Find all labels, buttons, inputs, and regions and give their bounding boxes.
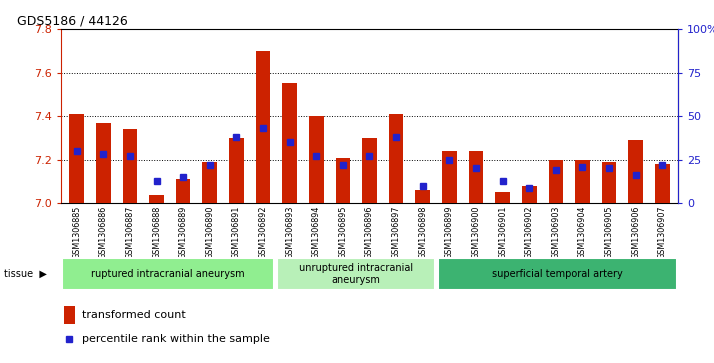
Text: GSM1306893: GSM1306893 — [285, 206, 294, 259]
Text: GSM1306901: GSM1306901 — [498, 206, 507, 259]
Bar — [575, 160, 590, 203]
Text: GSM1306899: GSM1306899 — [445, 206, 454, 259]
Bar — [442, 151, 457, 203]
Text: GSM1306895: GSM1306895 — [338, 206, 348, 259]
Bar — [522, 186, 536, 203]
Text: GSM1306886: GSM1306886 — [99, 206, 108, 259]
Bar — [229, 138, 243, 203]
Text: GSM1306902: GSM1306902 — [525, 206, 534, 259]
Text: GSM1306897: GSM1306897 — [391, 206, 401, 259]
Bar — [309, 116, 323, 203]
Bar — [548, 160, 563, 203]
Bar — [176, 179, 191, 203]
Text: GSM1306885: GSM1306885 — [72, 206, 81, 259]
Bar — [389, 114, 403, 203]
Bar — [256, 51, 271, 203]
FancyBboxPatch shape — [277, 258, 436, 290]
Bar — [628, 140, 643, 203]
Text: GSM1306905: GSM1306905 — [605, 206, 613, 259]
Text: GSM1306898: GSM1306898 — [418, 206, 427, 259]
Text: GSM1306906: GSM1306906 — [631, 206, 640, 259]
Text: GDS5186 / 44126: GDS5186 / 44126 — [17, 15, 129, 28]
Bar — [362, 138, 377, 203]
Bar — [96, 123, 111, 203]
Text: GSM1306894: GSM1306894 — [312, 206, 321, 259]
Text: GSM1306900: GSM1306900 — [471, 206, 481, 259]
Bar — [336, 158, 350, 203]
Text: percentile rank within the sample: percentile rank within the sample — [82, 334, 270, 344]
Text: GSM1306892: GSM1306892 — [258, 206, 268, 259]
FancyBboxPatch shape — [62, 258, 274, 290]
Bar — [149, 195, 164, 203]
Bar — [468, 151, 483, 203]
FancyBboxPatch shape — [438, 258, 677, 290]
Bar — [602, 162, 616, 203]
Text: GSM1306907: GSM1306907 — [658, 206, 667, 259]
Text: ruptured intracranial aneurysm: ruptured intracranial aneurysm — [91, 269, 245, 279]
Bar — [496, 192, 510, 203]
Text: GSM1306891: GSM1306891 — [232, 206, 241, 259]
Text: superficial temporal artery: superficial temporal artery — [492, 269, 623, 279]
Text: unruptured intracranial
aneurysm: unruptured intracranial aneurysm — [299, 263, 413, 285]
Bar — [282, 83, 297, 203]
Text: GSM1306887: GSM1306887 — [126, 206, 134, 259]
Text: GSM1306896: GSM1306896 — [365, 206, 374, 259]
Bar — [655, 164, 670, 203]
Bar — [64, 306, 75, 324]
Text: GSM1306903: GSM1306903 — [551, 206, 560, 259]
Text: GSM1306904: GSM1306904 — [578, 206, 587, 259]
Text: GSM1306888: GSM1306888 — [152, 206, 161, 259]
Text: tissue  ▶: tissue ▶ — [4, 269, 46, 279]
Bar — [416, 190, 430, 203]
Bar — [203, 162, 217, 203]
Bar — [123, 129, 137, 203]
Bar — [69, 114, 84, 203]
Text: transformed count: transformed count — [82, 310, 186, 320]
Text: GSM1306890: GSM1306890 — [205, 206, 214, 259]
Text: GSM1306889: GSM1306889 — [178, 206, 188, 259]
